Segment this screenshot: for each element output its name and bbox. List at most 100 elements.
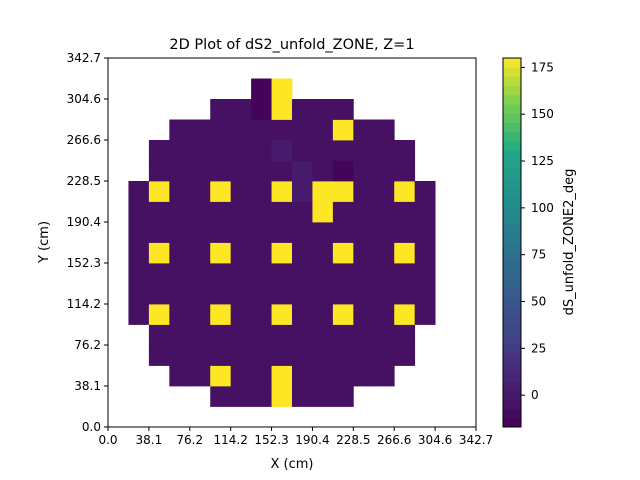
x-tick-label: 114.2 (213, 433, 247, 447)
y-axis-label: Y (cm) (37, 221, 52, 264)
heatmap-cell (312, 201, 334, 223)
heatmap-cell (210, 119, 232, 141)
colorbar-label: dS_unfold_ZONE2_deg (562, 169, 577, 316)
heatmap-cell (251, 99, 272, 120)
heatmap-cell (148, 201, 170, 223)
heatmap-cell (414, 242, 436, 264)
colorbar-band (503, 307, 521, 317)
colorbar-frame (502, 57, 522, 428)
heatmap-cell (332, 181, 354, 202)
heatmap-cell (312, 386, 334, 407)
heatmap-cell (353, 263, 375, 284)
heatmap-cell (353, 283, 375, 305)
heatmap-cell (271, 242, 293, 264)
colorbar-band (503, 224, 521, 234)
colorbar-band (503, 325, 521, 336)
heatmap-cell (210, 386, 232, 407)
heatmap-cell (128, 304, 150, 325)
y-tick-label: 38.1 (74, 379, 101, 393)
heatmap-cell (169, 222, 191, 243)
heatmap-cell (292, 160, 313, 182)
colorbar-band (503, 76, 521, 87)
heatmap-cell (148, 181, 170, 202)
colorbar-band (503, 316, 521, 326)
plot-frame (107, 57, 477, 428)
heatmap-cell (189, 345, 211, 366)
x-tick-label: 190.4 (295, 433, 329, 447)
heatmap-cell (189, 263, 211, 284)
heatmap-cell (251, 304, 272, 325)
heatmap-cell (230, 181, 252, 202)
heatmap-cell (312, 99, 334, 120)
heatmap-cell (230, 119, 252, 141)
heatmap-cell (271, 283, 293, 305)
x-tick-label: 304.6 (418, 433, 452, 447)
heatmap-cell (251, 222, 272, 243)
heatmap-cell (332, 263, 354, 284)
colorbar-band (503, 297, 521, 308)
heatmap-cell (373, 283, 395, 305)
y-tick-label: 0.0 (82, 420, 101, 434)
heatmap-cell (394, 324, 416, 346)
heatmap-cell (230, 365, 252, 387)
colorbar-band (503, 380, 521, 391)
colorbar (503, 58, 521, 428)
heatmap-cell (251, 78, 272, 100)
heatmap-cell (210, 304, 232, 325)
colorbar-band (503, 85, 521, 96)
colorbar-band (503, 417, 521, 428)
heatmap-cell (394, 304, 416, 325)
heatmap-cell (292, 99, 313, 120)
heatmap-cell (271, 140, 293, 161)
heatmap-cell (292, 222, 313, 243)
colorbar-tick-label: 150 (531, 107, 554, 121)
colorbar-band (503, 288, 521, 299)
heatmap-cell (169, 365, 191, 387)
x-tick-label: 342.7 (459, 433, 493, 447)
colorbar-band (503, 279, 521, 290)
heatmap-cell (128, 242, 150, 264)
heatmap-cell (189, 160, 211, 182)
heatmap-cell (210, 222, 232, 243)
heatmap-cell (353, 365, 375, 387)
heatmap-cell (353, 324, 375, 346)
heatmap-cell (271, 222, 293, 243)
colorbar-band (503, 270, 521, 280)
heatmap-cell (353, 201, 375, 223)
x-tick-label: 0.0 (98, 433, 117, 447)
heatmap-cell (189, 119, 211, 141)
heatmap-cell (148, 304, 170, 325)
heatmap-cell (189, 242, 211, 264)
heatmap-cell (332, 242, 354, 264)
heatmap-cell (148, 242, 170, 264)
heatmap-cell (271, 119, 293, 141)
heatmap-cell (210, 324, 232, 346)
heatmap-cell (312, 242, 334, 264)
colorbar-band (503, 94, 521, 105)
heatmap-cell (271, 78, 293, 100)
x-tick-label: 228.5 (336, 433, 370, 447)
heatmap-cell (251, 324, 272, 346)
heatmap-cell (292, 386, 313, 407)
colorbar-band (503, 168, 521, 179)
heatmap-cell (189, 140, 211, 161)
heatmap-cell (332, 365, 354, 387)
heatmap-cell (332, 324, 354, 346)
heatmap-cell (271, 345, 293, 366)
heatmap-cell (189, 324, 211, 346)
heatmap-cell (230, 324, 252, 346)
x-tick-label: 38.1 (136, 433, 163, 447)
heatmap-cell (169, 140, 191, 161)
heatmap-cell (271, 263, 293, 284)
heatmap-cell (373, 140, 395, 161)
heatmap-cell (312, 283, 334, 305)
heatmap-cell (353, 242, 375, 264)
colorbar-band (503, 390, 521, 400)
heatmap-cell (292, 263, 313, 284)
heatmap-cell (230, 386, 252, 407)
heatmap-cell (210, 345, 232, 366)
heatmap-cell (373, 222, 395, 243)
heatmap-cell (332, 222, 354, 243)
heatmap-cell (230, 242, 252, 264)
